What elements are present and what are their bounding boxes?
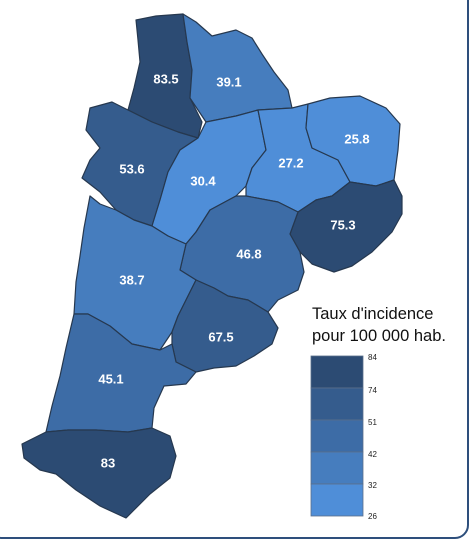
figure-border bbox=[0, 0, 469, 539]
department-value-label: 53.6 bbox=[119, 161, 144, 176]
legend-swatch bbox=[310, 483, 364, 517]
legend-swatch bbox=[310, 451, 364, 485]
department-value-label: 46.8 bbox=[236, 246, 261, 261]
department-shape-south-west bbox=[45, 313, 197, 433]
legend-break-label: 26 bbox=[368, 512, 377, 521]
department-value-label: 30.4 bbox=[190, 173, 216, 188]
department-shape-south-center bbox=[171, 279, 279, 373]
department-value-label: 75.3 bbox=[330, 217, 355, 232]
department-value-label: 83 bbox=[101, 455, 115, 470]
department-value-label: 39.1 bbox=[216, 74, 241, 89]
department-shape-north-east bbox=[182, 13, 293, 123]
legend-title: Taux d'incidence pour 100 000 hab. bbox=[312, 303, 472, 347]
department-shape-south bbox=[21, 427, 177, 519]
department-value-labels: 83.5 39.1 53.6 30.4 27.2 25.8 75.3 46.8 … bbox=[98, 71, 369, 470]
legend-title-line: pour 100 000 hab. bbox=[312, 327, 446, 345]
legend-break-label: 51 bbox=[368, 418, 377, 427]
legend-break-label: 32 bbox=[368, 481, 377, 490]
legend-color-scale bbox=[310, 355, 364, 517]
legend-swatch bbox=[310, 355, 364, 389]
department-value-label: 38.7 bbox=[119, 272, 144, 287]
legend-break-labels: 84 74 51 42 32 26 bbox=[368, 353, 377, 521]
department-value-label: 25.8 bbox=[344, 131, 369, 146]
legend-swatch bbox=[310, 387, 364, 421]
department-value-label: 27.2 bbox=[278, 155, 303, 170]
legend-title-line: Taux d'incidence bbox=[312, 305, 434, 323]
legend-break-label: 42 bbox=[368, 450, 377, 459]
department-value-label: 83.5 bbox=[153, 71, 178, 86]
legend-swatch bbox=[310, 419, 364, 453]
legend-break-label: 74 bbox=[368, 386, 377, 395]
department-value-label: 45.1 bbox=[98, 371, 123, 386]
legend-break-label: 84 bbox=[368, 353, 377, 362]
department-value-label: 67.5 bbox=[208, 329, 233, 344]
department-shape-east bbox=[289, 179, 403, 273]
